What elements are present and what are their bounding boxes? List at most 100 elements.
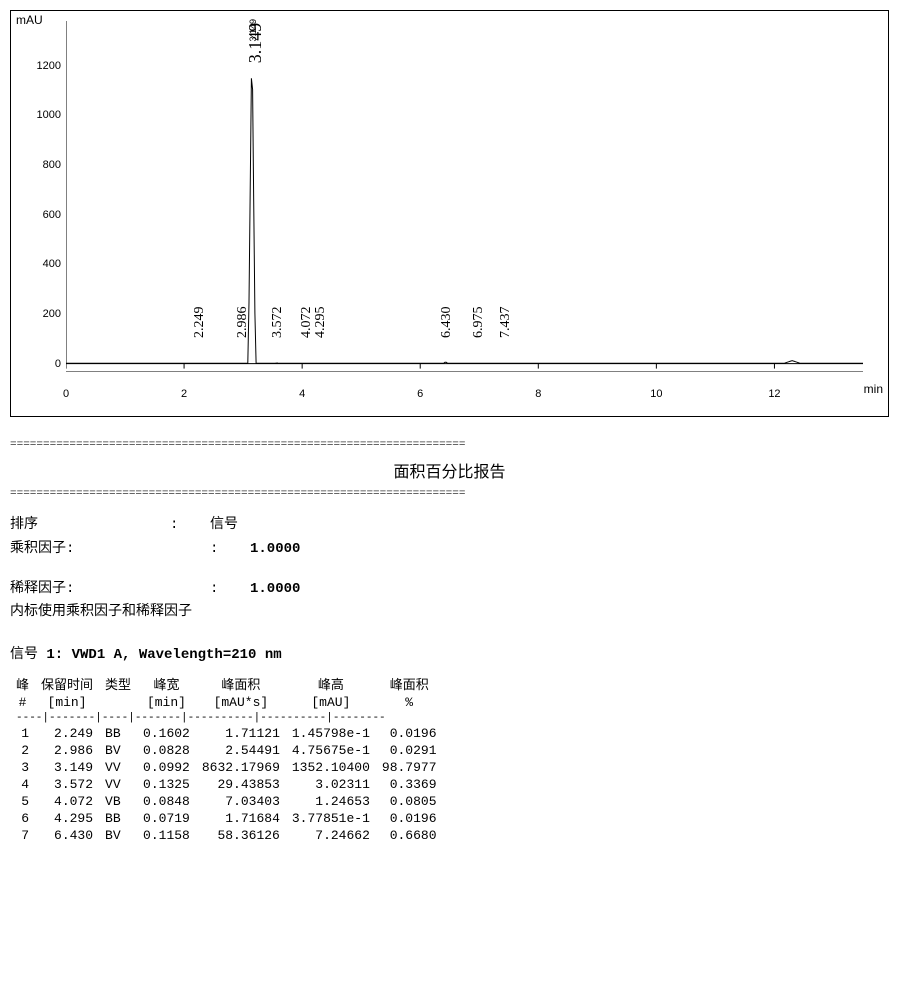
table-cell: BB <box>99 810 137 827</box>
mult-factor-label: 乘积因子: <box>10 538 170 562</box>
table-row: 33.149VV0.09928632.179691352.1040098.797… <box>10 759 443 776</box>
table-cell: VV <box>99 776 137 793</box>
table-cell: 0.1325 <box>137 776 196 793</box>
x-tick: 4 <box>299 388 305 400</box>
chromatogram-panel: mAU min 0200400600800100012000246810122.… <box>10 10 889 417</box>
col-header: 峰宽 <box>137 673 196 694</box>
table-cell: 29.43853 <box>196 776 286 793</box>
table-cell: 7.24662 <box>286 827 376 844</box>
table-row: 22.986BV0.08282.544914.75675e-10.0291 <box>10 742 443 759</box>
peak-label: 6.975 <box>471 292 487 338</box>
y-tick: 0 <box>55 358 61 370</box>
table-cell: BV <box>99 827 137 844</box>
table-cell: 0.0992 <box>137 759 196 776</box>
col-header: 峰面积 <box>196 673 286 694</box>
table-cell: 98.7977 <box>376 759 443 776</box>
table-row: 43.572VV0.132529.438533.023110.3369 <box>10 776 443 793</box>
col-unit <box>99 694 137 711</box>
col-unit: [min] <box>137 694 196 711</box>
y-tick: 200 <box>43 308 61 320</box>
col-unit: [min] <box>35 694 99 711</box>
y-tick: 1200 <box>37 60 61 72</box>
meta-note: 内标使用乘积因子和稀释因子 <box>10 601 889 625</box>
table-row: 54.072VB0.08487.034031.246530.0805 <box>10 793 443 810</box>
col-unit: [mAU*s] <box>196 694 286 711</box>
table-cell: 2.986 <box>35 742 99 759</box>
colon <box>170 578 210 602</box>
col-header: 保留时间 <box>35 673 99 694</box>
table-cell: 4 <box>10 776 35 793</box>
table-cell: 0.0805 <box>376 793 443 810</box>
table-cell: 2.249 <box>35 725 99 742</box>
colon: : <box>210 538 250 562</box>
colon: : <box>210 578 250 602</box>
table-header-row-1: 峰保留时间类型峰宽峰面积峰高峰面积 <box>10 673 443 694</box>
table-cell: 2 <box>10 742 35 759</box>
table-cell: BV <box>99 742 137 759</box>
table-cell: 5 <box>10 793 35 810</box>
col-unit: # <box>10 694 35 711</box>
x-tick: 0 <box>63 388 69 400</box>
table-cell: 0.0828 <box>137 742 196 759</box>
table-cell: 4.072 <box>35 793 99 810</box>
table-cell: 3 <box>10 759 35 776</box>
table-cell: 1352.10400 <box>286 759 376 776</box>
x-tick: 8 <box>535 388 541 400</box>
table-cell: 0.0848 <box>137 793 196 810</box>
table-row: 12.249BB0.16021.711211.45798e-10.0196 <box>10 725 443 742</box>
table-cell: 1.71121 <box>196 725 286 742</box>
peak-label: 6.430 <box>439 292 455 338</box>
dil-factor-value: 1.0000 <box>250 578 300 602</box>
table-cell: 0.0196 <box>376 725 443 742</box>
signal-value: 1: VWD1 A, Wavelength=210 nm <box>46 647 281 663</box>
dil-factor-label: 稀释因子: <box>10 578 170 602</box>
table-cell: 0.0719 <box>137 810 196 827</box>
signal-header-label: 信号 <box>210 514 238 538</box>
table-cell: 58.36126 <box>196 827 286 844</box>
table-cell: VV <box>99 759 137 776</box>
table-cell: 4.295 <box>35 810 99 827</box>
y-tick: 600 <box>43 209 61 221</box>
signal-line: 信号 1: VWD1 A, Wavelength=210 nm <box>10 643 889 663</box>
report-meta: 排序 : 信号 乘积因子: : 1.0000 稀释因子: : 1.0000 内标… <box>10 514 889 625</box>
mult-factor-value: 1.0000 <box>250 538 300 562</box>
peak-label: 3.149 <box>245 23 266 64</box>
table-cell: 0.0291 <box>376 742 443 759</box>
y-tick: 400 <box>43 258 61 270</box>
peak-label: 2.986 <box>235 292 251 338</box>
table-cell: 8632.17969 <box>196 759 286 776</box>
table-cell: 0.6680 <box>376 827 443 844</box>
peak-label: 4.295 <box>313 292 329 338</box>
col-header: 类型 <box>99 673 137 694</box>
table-body: 12.249BB0.16021.711211.45798e-10.019622.… <box>10 725 443 844</box>
table-cell: 0.1602 <box>137 725 196 742</box>
x-tick: 2 <box>181 388 187 400</box>
x-tick: 6 <box>417 388 423 400</box>
table-cell: 7.03403 <box>196 793 286 810</box>
table-cell: 7 <box>10 827 35 844</box>
table-dash-row: ----|-------|----|-------|----------|---… <box>10 711 443 725</box>
peak-label: 2.249 <box>192 292 208 338</box>
divider-top: ========================================… <box>10 437 889 454</box>
table-header-row-2: #[min][min][mAU*s][mAU]% <box>10 694 443 711</box>
x-tick: 10 <box>650 388 662 400</box>
y-tick: 1000 <box>37 109 61 121</box>
table-cell: 1.71684 <box>196 810 286 827</box>
table-cell: 3.149 <box>35 759 99 776</box>
col-header: 峰高 <box>286 673 376 694</box>
peak-label: 7.437 <box>498 292 514 338</box>
table-cell: 0.3369 <box>376 776 443 793</box>
x-tick: 12 <box>768 388 780 400</box>
table-cell: 1.45798e-1 <box>286 725 376 742</box>
x-axis-unit: min <box>864 382 883 396</box>
report-title: 面积百分比报告 <box>10 458 889 482</box>
col-unit: [mAU] <box>286 694 376 711</box>
table-cell: 3.77851e-1 <box>286 810 376 827</box>
table-cell: 3.02311 <box>286 776 376 793</box>
table-cell: 3.572 <box>35 776 99 793</box>
table-cell: BB <box>99 725 137 742</box>
col-unit: % <box>376 694 443 711</box>
table-cell: VB <box>99 793 137 810</box>
col-header: 峰 <box>10 673 35 694</box>
signal-prefix: 信号 <box>10 647 38 663</box>
